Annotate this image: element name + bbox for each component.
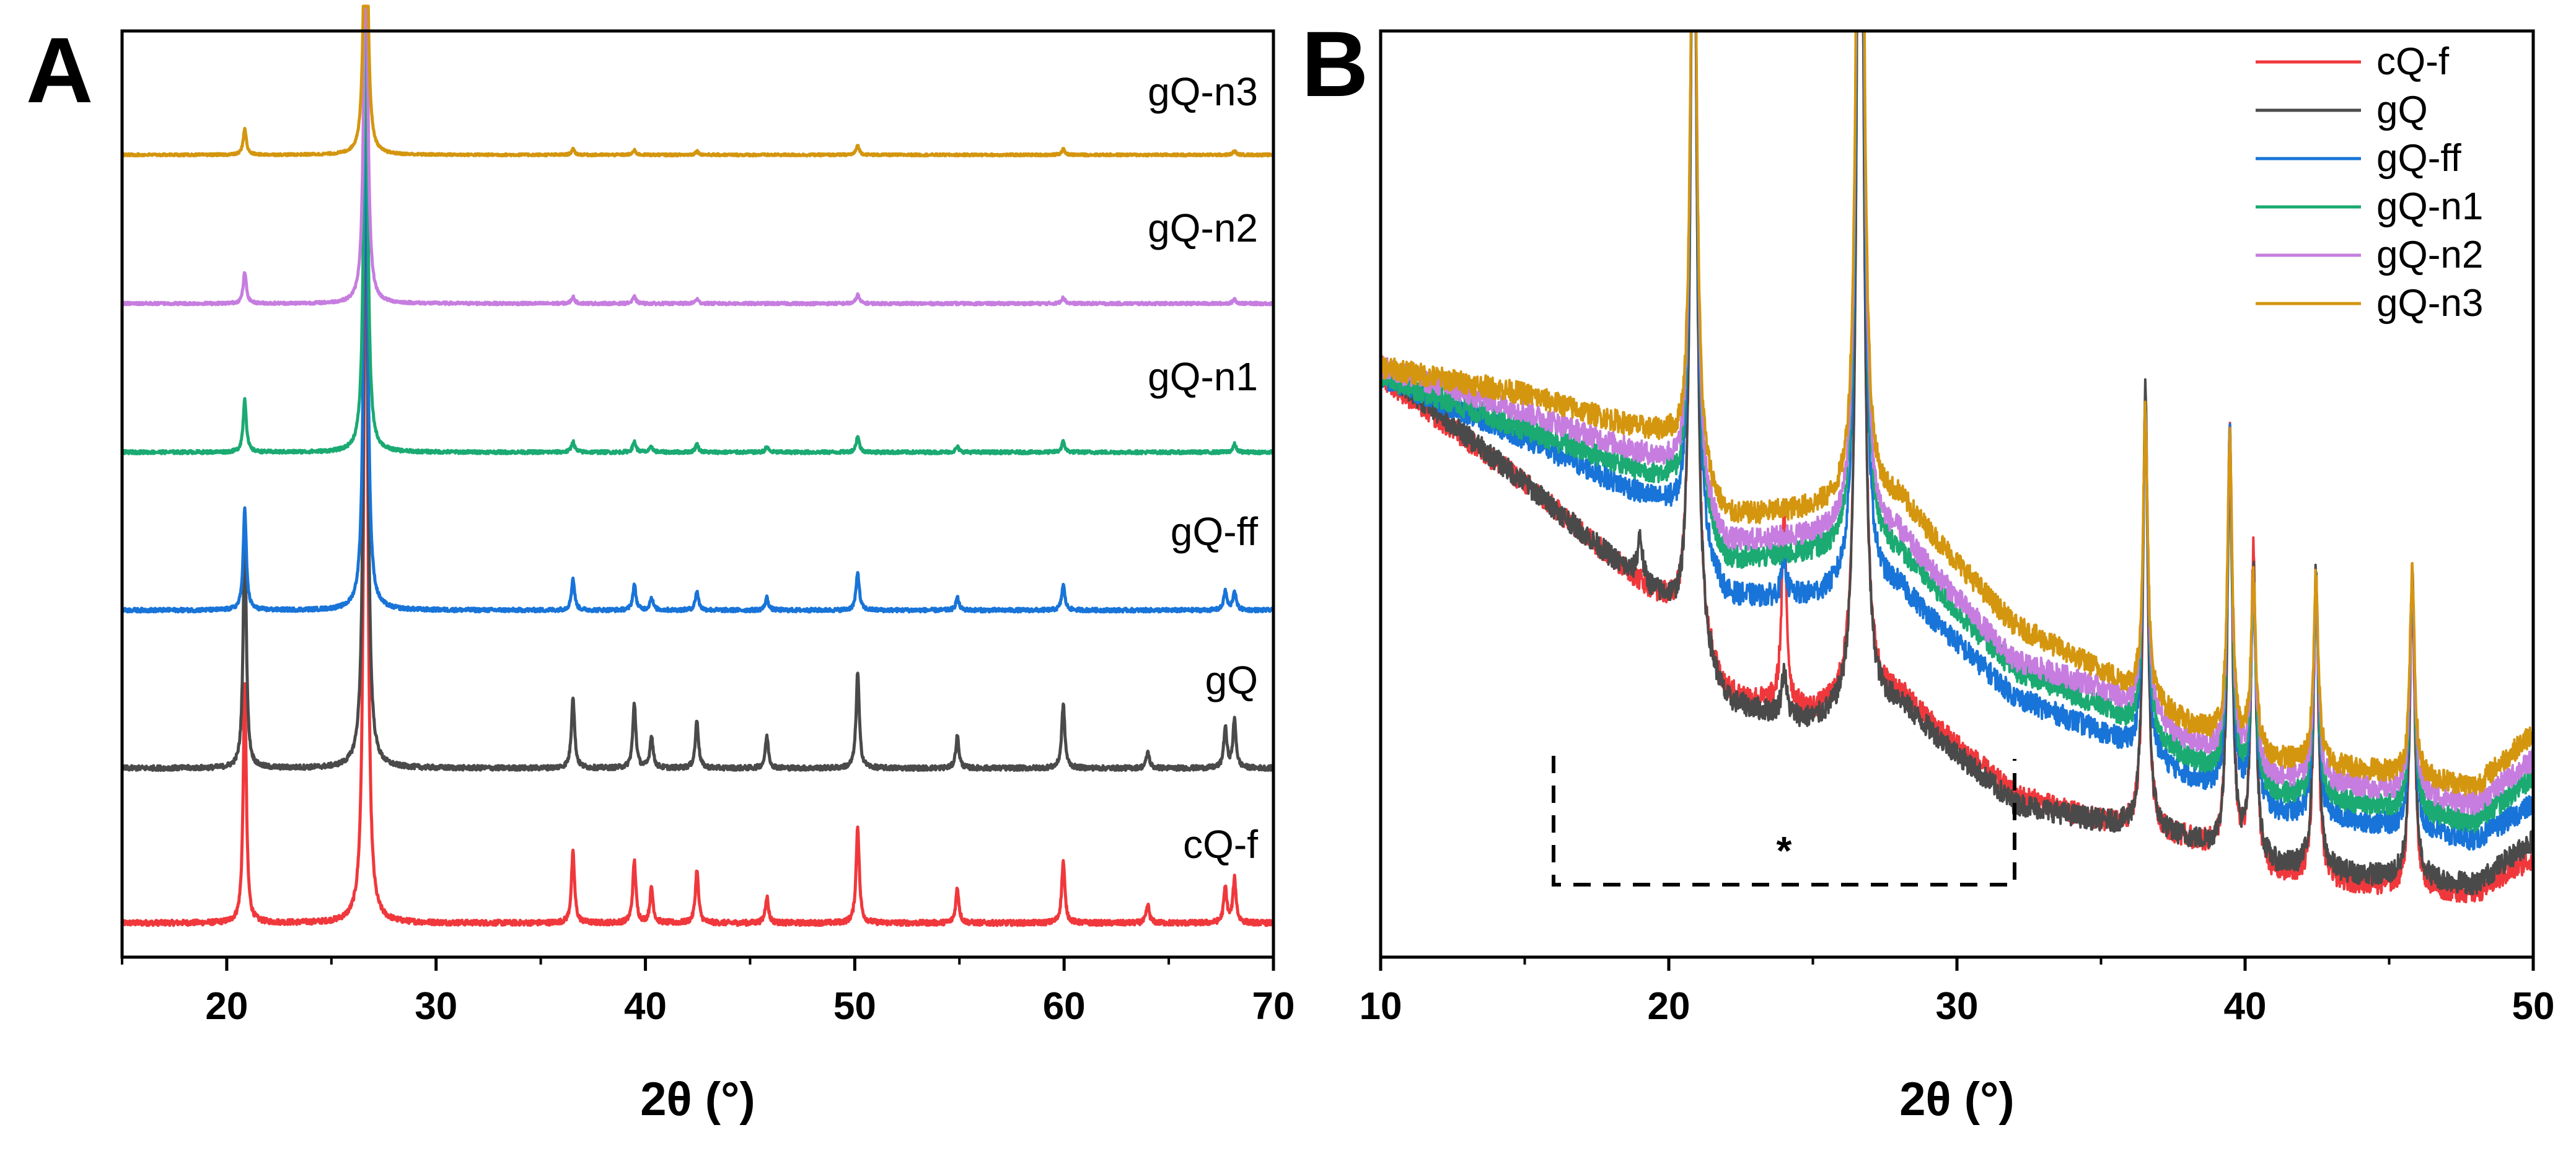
panel-b-x-axis: 10 20 30 40 50 (1360, 957, 2555, 1028)
x-tick-label: 30 (415, 985, 457, 1028)
series-line-gQ-ff (1381, 31, 2533, 851)
x-tick-label: 20 (205, 985, 248, 1028)
x-tick-label: 70 (1252, 985, 1295, 1028)
x-tick-label: 50 (2512, 985, 2555, 1028)
legend-label-cQ-f: cQ-f (2376, 40, 2450, 83)
panel-a-label: A (26, 18, 93, 122)
panel-b-series-group (1381, 31, 2533, 904)
x-tick-label: 60 (1043, 985, 1086, 1028)
legend-label-gQ-n2: gQ-n2 (2376, 234, 2483, 276)
legend-label-gQ-ff: gQ-ff (2376, 137, 2461, 180)
panel-b-annotation: * (1552, 756, 2016, 887)
legend-label-gQ: gQ (2376, 89, 2428, 131)
panel-a-plot-frame (120, 29, 1275, 959)
panel-a-x-axis: 20 30 40 50 60 70 (121, 957, 1295, 1028)
series-label-gQ-n2: gQ-n2 (1148, 206, 1258, 250)
series-label-gQ-n1: gQ-n1 (1148, 354, 1258, 399)
series-label-cQ-f: cQ-f (1183, 822, 1258, 867)
x-tick-label: 40 (2224, 985, 2267, 1028)
series-line-gQ-n3 (120, 4, 1275, 158)
series-line-cQ-f (120, 44, 1275, 927)
panel-a-x-axis-title: 2θ (°) (640, 1073, 755, 1126)
panel-b-x-axis-title: 2θ (°) (1899, 1073, 2014, 1126)
panel-b: B * cQ-f gQ gQ-ff gQ-n1 gQ-n2 gQ-n3 10 20 30 40 5… (1301, 12, 2555, 1126)
series-line-gQ-n2 (1381, 31, 2533, 816)
series-line-gQ-ff (120, 4, 1275, 614)
x-tick-label: 50 (833, 985, 876, 1028)
series-line-gQ (1381, 31, 2533, 896)
legend-label-gQ-n3: gQ-n3 (2376, 282, 2483, 325)
series-line-gQ-n3 (1381, 31, 2533, 796)
series-label-gQ-n3: gQ-n3 (1148, 69, 1258, 114)
x-tick-label: 20 (1648, 985, 1690, 1028)
series-label-gQ: gQ (1205, 658, 1258, 703)
dashed-region-bracket (1552, 756, 2016, 887)
x-tick-label: 40 (624, 985, 667, 1028)
series-line-gQ-n2 (120, 4, 1275, 307)
panel-a-series-labels: cQ-f gQ gQ-ff gQ-n1 gQ-n2 gQ-n3 (1148, 69, 1258, 867)
panel-a-series-group (120, 4, 1275, 927)
x-tick-label: 30 (1936, 985, 1979, 1028)
region-asterisk: * (1777, 828, 1792, 873)
legend-label-gQ-n1: gQ-n1 (2376, 185, 2483, 228)
x-tick-label: 10 (1360, 985, 1402, 1028)
series-line-gQ-n1 (120, 4, 1275, 455)
panel-b-legend: cQ-f gQ gQ-ff gQ-n1 gQ-n2 gQ-n3 (2256, 40, 2483, 325)
series-line-gQ (120, 4, 1275, 772)
panel-b-label: B (1301, 12, 1368, 116)
series-label-gQ-ff: gQ-ff (1171, 509, 1258, 554)
series-line-gQ-n1 (1381, 31, 2533, 834)
panel-a: A cQ-f gQ gQ-ff gQ-n1 gQ-n2 gQ-n3 20 30 40 50 60 7… (26, 4, 1295, 1126)
